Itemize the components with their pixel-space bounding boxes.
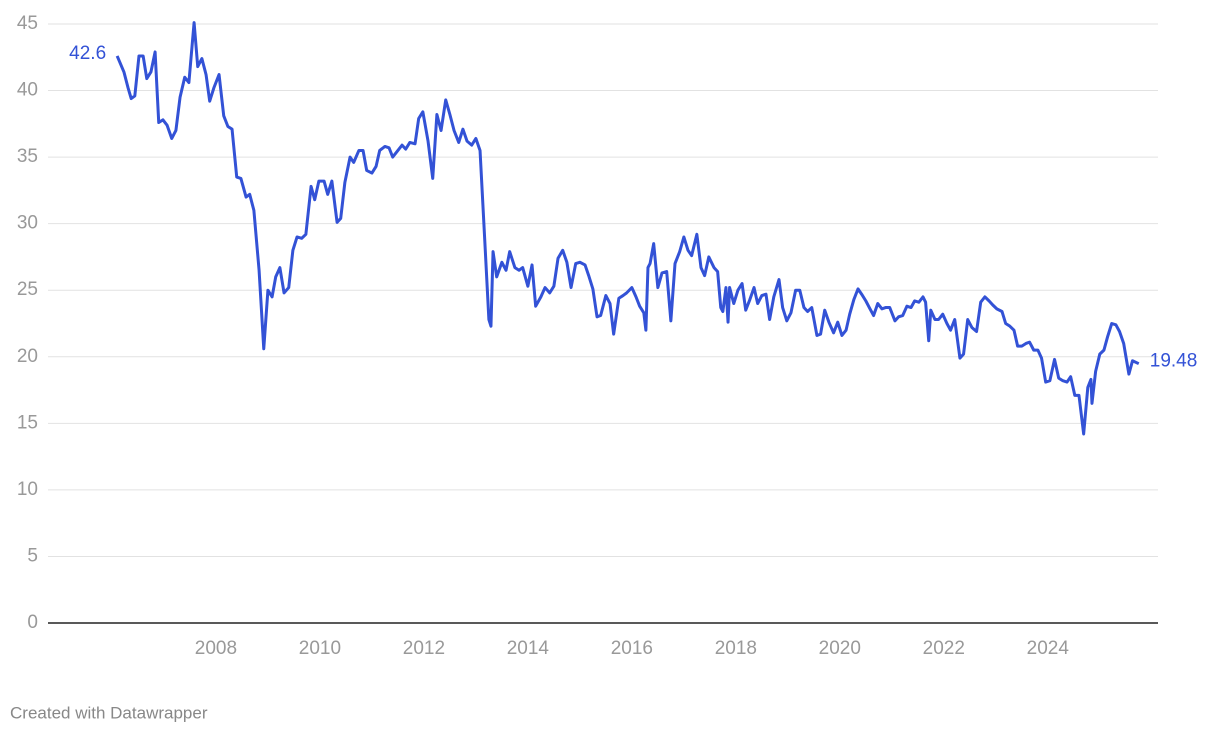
data-label: 19.48 <box>1150 351 1198 372</box>
y-tick-label: 10 <box>17 479 38 500</box>
y-tick-label: 30 <box>17 213 38 234</box>
line <box>115 21 1140 436</box>
x-tick-label: 2008 <box>195 638 237 659</box>
x-tick-label: 2016 <box>611 638 653 659</box>
y-tick-label: 20 <box>17 346 38 367</box>
x-tick-label: 2010 <box>299 638 341 659</box>
x-tick-label: 2022 <box>923 638 965 659</box>
y-tick-label: 5 <box>27 545 38 566</box>
x-tick-label: 2014 <box>507 638 550 659</box>
y-tick-label: 45 <box>17 13 38 34</box>
y-tick-label: 25 <box>17 279 38 300</box>
y-tick-label: 40 <box>17 80 38 101</box>
y-tick-label: 0 <box>27 612 38 633</box>
x-tick-label: 2024 <box>1027 638 1070 659</box>
data-label: 42.6 <box>69 43 106 64</box>
x-tick-label: 2018 <box>715 638 757 659</box>
credit: Created with Datawrapper <box>10 703 208 722</box>
y-tick-label: 35 <box>17 146 38 167</box>
x-tick-label: 2020 <box>819 638 861 659</box>
x-tick-label: 2012 <box>403 638 445 659</box>
y-tick-label: 15 <box>17 412 38 433</box>
